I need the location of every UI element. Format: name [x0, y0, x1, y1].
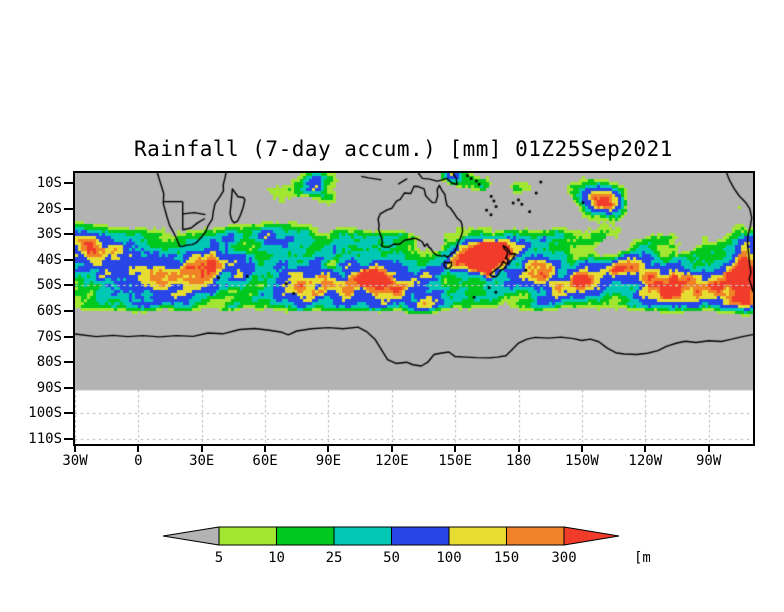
y-axis-tick: [64, 335, 73, 338]
y-tick-label: 90S: [36, 379, 62, 396]
y-tick-label: 80S: [36, 354, 62, 371]
x-tick-label: 60E: [252, 453, 278, 469]
colorbar-unit-label: [mm]: [634, 550, 650, 566]
y-tick-label: 70S: [36, 328, 62, 345]
x-axis-tick: [580, 445, 583, 452]
y-axis-tick: [64, 310, 73, 313]
chart-title: Rainfall (7-day accum.) [mm] 01Z25Sep202…: [134, 137, 673, 161]
x-tick-label: 0: [134, 453, 143, 469]
colorbar-over-arrow: [563, 526, 620, 546]
x-axis-tick: [137, 445, 140, 452]
colorbar-segment: [333, 526, 392, 546]
colorbar-segment: [391, 526, 450, 546]
x-tick-label: 30W: [62, 453, 88, 469]
x-axis-tick: [517, 445, 520, 452]
y-axis-tick: [64, 437, 73, 440]
colorbar-segment: [276, 526, 335, 546]
x-tick-label: 150E: [438, 453, 473, 469]
x-tick-label: 150W: [565, 453, 599, 469]
y-axis-tick: [64, 386, 73, 389]
colorbar-segment: [218, 526, 277, 546]
y-tick-label: 60S: [36, 303, 62, 320]
colorbar-tick-label: 100: [436, 550, 461, 566]
x-tick-label: 30E: [189, 453, 215, 469]
colorbar-tick-label: 300: [551, 550, 576, 566]
x-axis-tick: [707, 445, 710, 452]
x-axis-tick: [390, 445, 393, 452]
y-tick-label: 50S: [36, 277, 62, 294]
colorbar-under-arrow: [162, 526, 220, 546]
y-axis-tick: [64, 284, 73, 287]
x-axis-tick: [264, 445, 267, 452]
x-tick-label: 90W: [695, 453, 722, 469]
y-tick-label: 100S: [28, 405, 62, 422]
x-tick-label: 180: [505, 453, 532, 469]
x-axis-tick: [327, 445, 330, 452]
x-axis-tick: [74, 445, 76, 452]
x-tick-label: 120W: [628, 453, 663, 469]
colorbar-tick-label: 10: [268, 550, 285, 566]
x-tick-label: 90E: [315, 453, 342, 469]
y-axis-tick: [64, 258, 73, 261]
x-axis-tick: [644, 445, 647, 452]
colorbar-segment: [448, 526, 507, 546]
x-axis-tick: [200, 445, 203, 452]
y-tick-label: 40S: [36, 251, 62, 268]
y-axis-tick: [64, 412, 73, 415]
colorbar: 5 10 25 50 100 150 300 [mm]: [162, 526, 650, 566]
y-tick-label: 30S: [36, 226, 62, 243]
y-axis-tick: [64, 233, 73, 236]
y-axis-tick: [64, 182, 73, 185]
y-axis-tick: [64, 207, 73, 210]
y-tick-label: 20S: [36, 200, 62, 217]
y-tick-label: 10S: [36, 175, 62, 192]
x-axis-tick: [454, 445, 457, 452]
colorbar-tick-label: 25: [326, 550, 343, 566]
y-tick-label: 110S: [28, 430, 62, 447]
colorbar-tick-label: 150: [494, 550, 519, 566]
colorbar-tick-label: 50: [383, 550, 400, 566]
rainfall-map-canvas: [75, 173, 753, 444]
y-axis-tick: [64, 361, 73, 364]
colorbar-tick-label: 5: [215, 550, 223, 566]
x-tick-label: 120E: [374, 453, 409, 469]
colorbar-segment: [506, 526, 565, 546]
